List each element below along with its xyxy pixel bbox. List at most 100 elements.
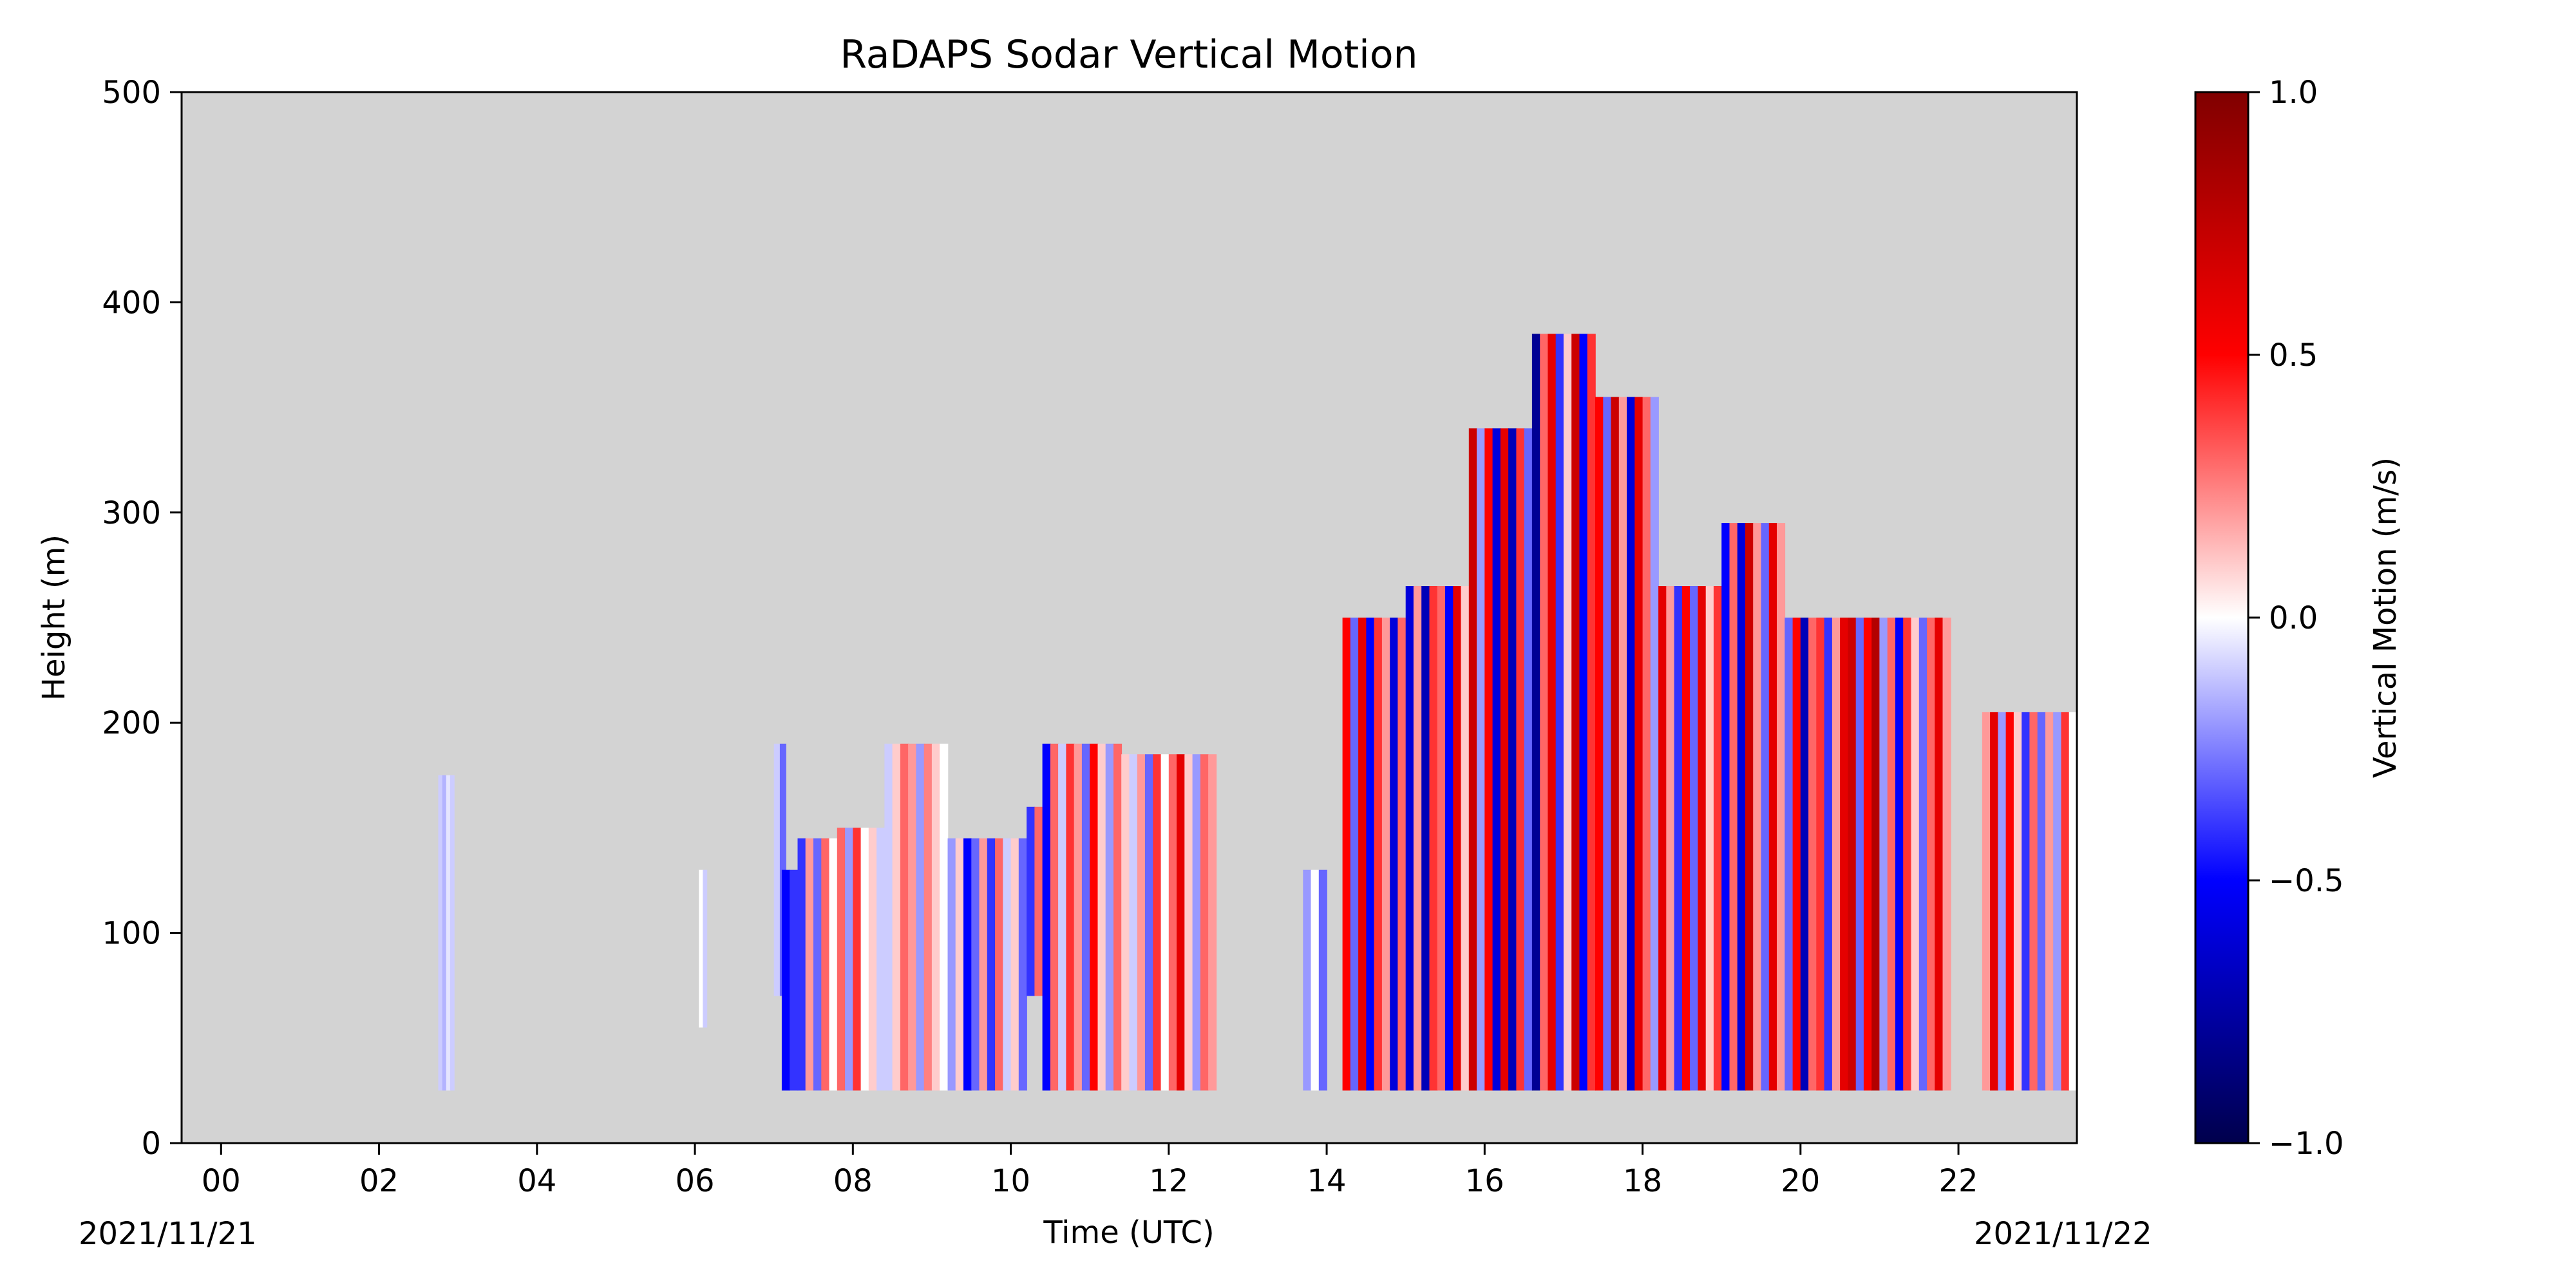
data-cell-5-4 — [868, 828, 877, 1091]
data-cell-14-4 — [1500, 428, 1509, 1091]
data-cell-12-1 — [1350, 618, 1359, 1091]
data-cell-14-6 — [1516, 428, 1525, 1091]
data-cell-7-6 — [995, 838, 1004, 1091]
data-cell-4-1 — [805, 838, 814, 1091]
data-cell-0-2 — [446, 775, 451, 1091]
data-cell-20-5 — [1887, 618, 1896, 1091]
data-cell-16-3 — [1618, 397, 1627, 1091]
data-cell-11-0 — [1303, 869, 1312, 1091]
data-cell-21-7 — [2037, 712, 2046, 1091]
data-cell-16-0 — [1595, 397, 1604, 1091]
data-cell-17-5 — [1698, 586, 1707, 1091]
data-cell-0-1 — [442, 775, 447, 1091]
data-cell-14-3 — [1492, 428, 1501, 1091]
data-cell-10-8 — [1184, 754, 1193, 1091]
data-cell-2-1 — [779, 743, 786, 996]
x-tick-label: 12 — [1149, 1163, 1188, 1199]
data-cell-21-3 — [2005, 712, 2014, 1091]
y-tick-label: 500 — [102, 75, 161, 111]
x-tick-label: 18 — [1623, 1163, 1662, 1199]
y-tick-label: 200 — [102, 705, 161, 741]
data-cell-21-6 — [2029, 712, 2038, 1091]
data-cell-4-2 — [813, 838, 822, 1091]
data-cell-8-0 — [1027, 806, 1036, 996]
y-tick-label: 100 — [102, 916, 161, 952]
data-cell-18-3 — [1745, 523, 1754, 1091]
data-cell-17-2 — [1674, 586, 1683, 1091]
data-cell-9-6 — [1090, 743, 1099, 1091]
colorbar-tick-label: 1.0 — [2269, 75, 2318, 111]
data-cell-8-1 — [1034, 806, 1043, 996]
data-cell-20-11 — [1935, 618, 1944, 1091]
data-cell-14-2 — [1484, 428, 1493, 1091]
data-cell-19-4 — [1816, 618, 1825, 1091]
data-cell-12-7 — [1397, 618, 1406, 1091]
data-cell-17-3 — [1681, 586, 1690, 1091]
data-cell-9-9 — [1113, 743, 1122, 1091]
data-cell-21-1 — [1990, 712, 1999, 1091]
x-tick-label: 00 — [202, 1163, 241, 1199]
data-cell-17-7 — [1713, 586, 1722, 1091]
x-axis-label: Time (UTC) — [1043, 1215, 1214, 1251]
data-cell-10-7 — [1177, 754, 1186, 1091]
data-cell-7-2 — [963, 838, 972, 1091]
data-cell-20-10 — [1927, 618, 1936, 1091]
data-cell-10-9 — [1192, 754, 1201, 1091]
data-cell-4-4 — [829, 838, 838, 1091]
data-cell-7-7 — [1003, 838, 1012, 1091]
data-cell-6-3 — [908, 743, 917, 1091]
y-tick-label: 300 — [102, 495, 161, 531]
data-cell-10-4 — [1153, 754, 1162, 1091]
data-cell-1-1 — [703, 869, 708, 1028]
x-tick-label: 16 — [1465, 1163, 1504, 1199]
data-cell-21-10 — [2061, 712, 2070, 1091]
data-cell-10-10 — [1200, 754, 1209, 1091]
data-cell-16-1 — [1603, 397, 1612, 1091]
data-cell-14-7 — [1524, 428, 1533, 1091]
data-cell-6-7 — [940, 743, 949, 1091]
data-cell-20-6 — [1895, 618, 1904, 1091]
x-tick-label: 08 — [833, 1163, 873, 1199]
data-cell-17-4 — [1690, 586, 1699, 1091]
data-cell-15-6 — [1579, 334, 1588, 1091]
data-cell-11-1 — [1311, 869, 1320, 1091]
data-cell-0-3 — [450, 775, 455, 1091]
data-cell-15-3 — [1555, 334, 1564, 1091]
data-cell-9-5 — [1081, 743, 1090, 1091]
data-cell-15-0 — [1531, 334, 1540, 1091]
data-cell-21-0 — [1982, 712, 1991, 1091]
x-tick-label: 04 — [517, 1163, 556, 1199]
data-cell-9-7 — [1097, 743, 1106, 1091]
data-cell-9-3 — [1066, 743, 1075, 1091]
data-cell-19-7 — [1840, 618, 1849, 1091]
data-cell-9-4 — [1074, 743, 1083, 1091]
data-cell-20-3 — [1871, 618, 1880, 1091]
data-cell-13-7 — [1461, 586, 1470, 1091]
colorbar-label: Vertical Motion (m/s) — [2367, 457, 2403, 778]
data-cell-7-9 — [1018, 838, 1027, 1091]
data-cell-4-3 — [821, 838, 830, 1091]
data-cell-9-2 — [1058, 743, 1067, 1091]
data-cell-6-5 — [923, 743, 933, 1091]
data-cell-18-5 — [1761, 523, 1770, 1091]
x-tick-label: 02 — [359, 1163, 399, 1199]
data-cell-9-8 — [1105, 743, 1114, 1091]
data-cell-18-2 — [1737, 523, 1746, 1091]
data-cell-9-0 — [1042, 743, 1051, 1091]
data-cell-20-2 — [1863, 618, 1872, 1091]
data-cell-7-5 — [987, 838, 996, 1091]
data-cell-21-9 — [2053, 712, 2062, 1091]
data-cell-18-4 — [1753, 523, 1762, 1091]
data-cell-7-4 — [979, 838, 988, 1091]
data-cell-19-3 — [1808, 618, 1817, 1091]
data-cell-19-2 — [1800, 618, 1809, 1091]
data-cell-16-7 — [1650, 397, 1659, 1091]
data-cell-13-4 — [1437, 586, 1446, 1091]
data-cell-21-11 — [2069, 712, 2077, 1091]
data-cell-21-4 — [2013, 712, 2022, 1091]
data-cell-12-5 — [1381, 618, 1390, 1091]
plot-frame — [180, 91, 2078, 1144]
data-cell-18-0 — [1721, 523, 1730, 1091]
colorbar — [2194, 91, 2249, 1144]
